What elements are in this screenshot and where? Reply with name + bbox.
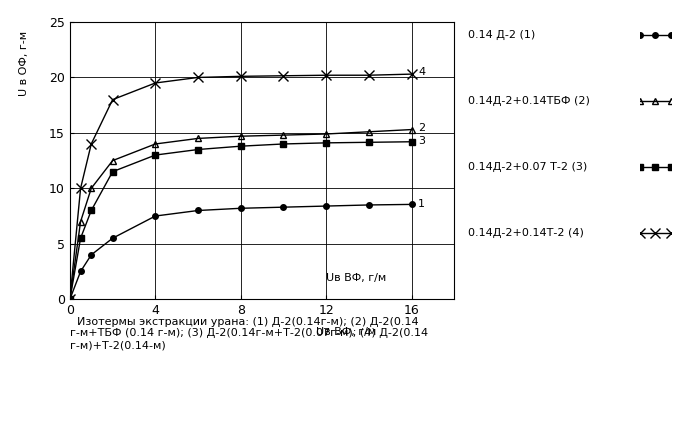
Text: 4: 4 (418, 67, 425, 77)
Text: 0.14 Д-2 (1): 0.14 Д-2 (1) (468, 30, 535, 40)
Text: 0.14Д-2+0.14Т-2 (4): 0.14Д-2+0.14Т-2 (4) (468, 228, 584, 238)
Text: Uв ВФ, г/м: Uв ВФ, г/м (326, 272, 387, 282)
Text: Изотермы экстракции урана: (1) Д-2(0.14г-м); (2) Д-2(0.14
г-м+ТБФ (0.14 г-м); (3: Изотермы экстракции урана: (1) Д-2(0.14г… (70, 317, 428, 350)
Text: 1: 1 (418, 199, 425, 209)
Text: 3: 3 (418, 136, 425, 146)
Text: 0.14Д-2+0.07 Т-2 (3): 0.14Д-2+0.07 Т-2 (3) (468, 162, 588, 172)
Text: 2: 2 (418, 124, 425, 133)
Text: Uв ВФ, г/м: Uв ВФ, г/м (315, 327, 376, 337)
Text: 0.14Д-2+0.14ТБФ (2): 0.14Д-2+0.14ТБФ (2) (468, 96, 590, 106)
Text: U в ОФ, г-м: U в ОФ, г-м (19, 31, 29, 96)
